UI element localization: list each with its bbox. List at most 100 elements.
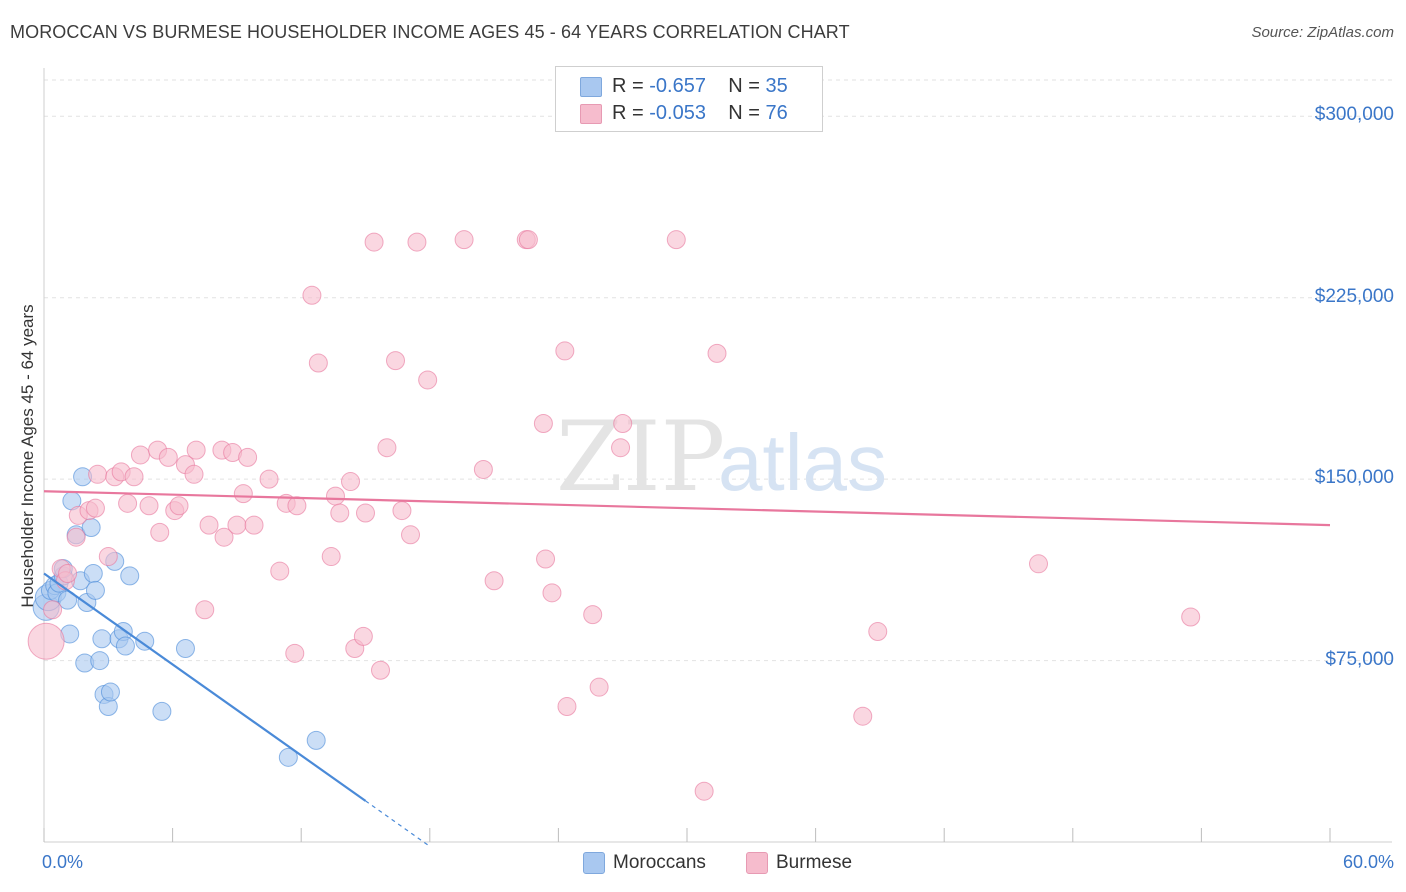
trend-line-burmese (43, 490, 1331, 527)
point-burmese (308, 353, 328, 373)
point-moroccans (175, 638, 195, 658)
point-burmese (542, 583, 562, 603)
legend-r-value: -0.053 (649, 102, 706, 124)
point-burmese (285, 643, 305, 663)
legend-text-burmese: R = -0.053 N = 76 (612, 102, 788, 125)
trend-lines (43, 490, 1331, 847)
point-burmese (533, 414, 553, 434)
source-label[interactable]: Source: ZipAtlas.com (1251, 24, 1394, 41)
point-burmese (139, 496, 159, 516)
point-burmese (118, 493, 138, 513)
point-burmese (454, 230, 474, 250)
point-burmese (186, 440, 206, 460)
axes (43, 68, 1392, 843)
point-burmese (184, 464, 204, 484)
point-moroccans (92, 629, 112, 649)
legend-r-label: R = (612, 102, 650, 124)
point-burmese (401, 525, 421, 545)
y-tick-label: $75,000 (1325, 648, 1394, 670)
y-tick-label: $300,000 (1314, 104, 1394, 126)
point-burmese (694, 781, 714, 801)
point-burmese (377, 438, 397, 458)
point-burmese (583, 605, 603, 625)
legend-n-label: N = (728, 75, 766, 97)
point-burmese (238, 447, 258, 467)
legend-r-value: -0.657 (649, 75, 706, 97)
point-burmese (58, 563, 78, 583)
point-burmese (364, 232, 384, 252)
point-burmese (270, 561, 290, 581)
x-tick-label-max: 60.0% (1342, 852, 1394, 872)
watermark: ZIP atlas (556, 401, 887, 513)
point-burmese (124, 467, 144, 487)
point-burmese (371, 660, 391, 680)
point-burmese (98, 547, 118, 567)
y-tick-label: $150,000 (1314, 467, 1394, 489)
point-burmese (868, 622, 888, 642)
point-moroccans (83, 563, 103, 583)
point-moroccans (115, 636, 135, 656)
point-moroccans (306, 730, 326, 750)
legend-swatch-burmese (580, 104, 602, 124)
legend-label-burmese: Burmese (776, 852, 853, 873)
trend-line-moroccans (43, 572, 367, 802)
point-burmese (1181, 607, 1201, 627)
point-burmese (130, 445, 150, 465)
point-burmese (85, 498, 105, 518)
point-burmese (386, 351, 406, 371)
watermark-atlas: atlas (718, 418, 887, 507)
point-burmese (233, 484, 253, 504)
point-burmese (227, 515, 247, 535)
point-burmese (353, 626, 373, 646)
point-burmese (707, 343, 727, 363)
point-burmese (340, 472, 360, 492)
chart-title: MOROCCAN VS BURMESE HOUSEHOLDER INCOME A… (10, 22, 850, 42)
stats-legend: R = -0.657 N = 35 R = -0.053 N = 76 (555, 66, 823, 132)
legend-label-moroccans: Moroccans (613, 852, 706, 873)
point-burmese (853, 706, 873, 726)
point-burmese (195, 600, 215, 620)
point-burmese (557, 697, 577, 717)
watermark-zip: ZIP (556, 401, 725, 513)
data-points (27, 230, 1201, 801)
point-burmese (325, 486, 345, 506)
point-burmese (356, 503, 375, 523)
legend-r-label: R = (612, 75, 650, 97)
point-burmese (199, 515, 219, 535)
trend-extension-moroccans (365, 800, 431, 847)
point-moroccans (90, 651, 110, 671)
x-tick-label-min: 0.0% (42, 852, 84, 872)
point-moroccans (120, 566, 140, 586)
point-moroccans (85, 580, 105, 600)
point-burmese (287, 496, 307, 516)
point-burmese (88, 464, 108, 484)
point-burmese (418, 370, 438, 390)
point-moroccans (278, 747, 298, 767)
point-burmese (555, 341, 575, 361)
point-burmese (536, 549, 556, 569)
point-burmese (169, 496, 189, 516)
point-burmese (611, 438, 631, 458)
point-burmese (589, 677, 609, 697)
point-burmese (259, 469, 279, 489)
point-burmese (1029, 554, 1049, 574)
legend-text-moroccans: R = -0.657 N = 35 (612, 75, 788, 98)
point-burmese (302, 285, 322, 305)
gridlines (44, 79, 1392, 662)
point-burmese (666, 230, 686, 250)
point-burmese (66, 527, 86, 547)
point-burmese (244, 515, 264, 535)
legend-n-value: 35 (765, 75, 788, 97)
point-burmese (407, 232, 427, 252)
point-burmese (321, 547, 341, 567)
legend-n-value: 76 (765, 102, 788, 124)
point-burmese (150, 522, 170, 542)
point-moroccans (100, 682, 120, 702)
point-burmese (214, 527, 234, 547)
point-burmese (158, 447, 178, 467)
point-burmese (613, 414, 633, 434)
legend-swatch-burmese-bottom (746, 852, 768, 874)
point-burmese (330, 503, 350, 523)
point-moroccans (135, 631, 155, 651)
